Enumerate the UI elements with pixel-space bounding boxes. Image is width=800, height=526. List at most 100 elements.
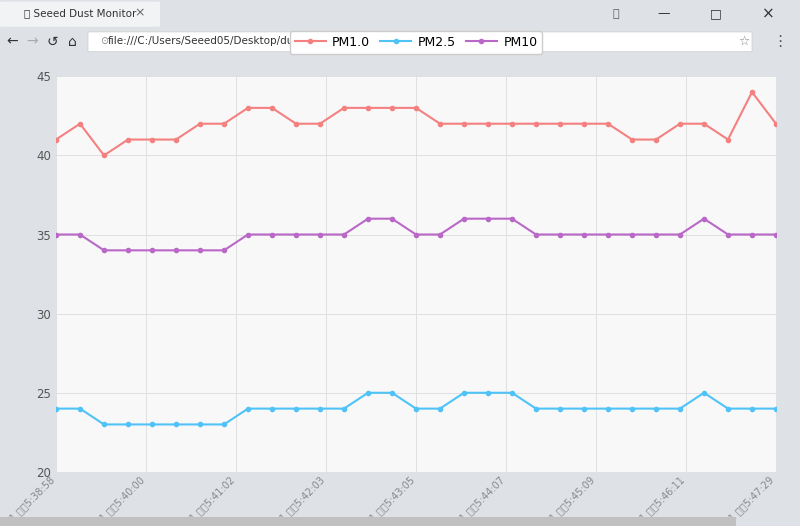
PM2.5 bbox=[291, 406, 301, 412]
PM2.5 bbox=[339, 406, 349, 412]
PM2.5 bbox=[75, 406, 85, 412]
PM1.0 bbox=[291, 120, 301, 127]
PM2.5 bbox=[99, 421, 109, 428]
PM2.5 bbox=[363, 390, 373, 396]
PM10 bbox=[147, 247, 157, 254]
PM10 bbox=[747, 231, 757, 238]
PM10 bbox=[459, 216, 469, 222]
PM2.5 bbox=[723, 406, 733, 412]
Text: 🔵 Seeed Dust Monitor: 🔵 Seeed Dust Monitor bbox=[24, 8, 136, 18]
PM10 bbox=[675, 231, 685, 238]
PM2.5 bbox=[579, 406, 589, 412]
Text: ⊙: ⊙ bbox=[100, 36, 108, 46]
PM2.5 bbox=[699, 390, 709, 396]
PM1.0 bbox=[99, 152, 109, 158]
PM2.5 bbox=[195, 421, 205, 428]
PM10 bbox=[627, 231, 637, 238]
Text: ☆: ☆ bbox=[738, 35, 750, 48]
PM2.5 bbox=[531, 406, 541, 412]
PM2.5 bbox=[555, 406, 565, 412]
Text: □: □ bbox=[710, 7, 722, 21]
PM2.5 bbox=[747, 406, 757, 412]
PM1.0 bbox=[771, 120, 781, 127]
PM10 bbox=[219, 247, 229, 254]
PM2.5 bbox=[51, 406, 61, 412]
PM10 bbox=[507, 216, 517, 222]
PM1.0 bbox=[627, 136, 637, 143]
PM10 bbox=[651, 231, 661, 238]
Text: ×: × bbox=[762, 6, 774, 22]
Text: —: — bbox=[658, 7, 670, 21]
PM2.5 bbox=[267, 406, 277, 412]
PM2.5 bbox=[459, 390, 469, 396]
PM1.0 bbox=[243, 105, 253, 111]
PM1.0 bbox=[459, 120, 469, 127]
PM1.0 bbox=[603, 120, 613, 127]
PM2.5 bbox=[651, 406, 661, 412]
PM2.5 bbox=[219, 421, 229, 428]
PM1.0 bbox=[747, 89, 757, 95]
PM1.0 bbox=[651, 136, 661, 143]
PM2.5 bbox=[315, 406, 325, 412]
FancyBboxPatch shape bbox=[88, 32, 752, 52]
Legend: PM1.0, PM2.5, PM10: PM1.0, PM2.5, PM10 bbox=[290, 31, 542, 54]
PM1.0 bbox=[675, 120, 685, 127]
PM1.0 bbox=[171, 136, 181, 143]
PM10 bbox=[195, 247, 205, 254]
Text: file:///C:/Users/Seeed05/Desktop/dust.html: file:///C:/Users/Seeed05/Desktop/dust.ht… bbox=[108, 36, 331, 46]
PM10 bbox=[483, 216, 493, 222]
PM1.0 bbox=[723, 136, 733, 143]
PM10 bbox=[51, 231, 61, 238]
PM2.5 bbox=[435, 406, 445, 412]
PM2.5 bbox=[387, 390, 397, 396]
PM10 bbox=[555, 231, 565, 238]
PM10 bbox=[363, 216, 373, 222]
PM2.5 bbox=[507, 390, 517, 396]
PM10 bbox=[291, 231, 301, 238]
PM2.5 bbox=[627, 406, 637, 412]
PM10 bbox=[531, 231, 541, 238]
Text: 👤: 👤 bbox=[613, 9, 619, 19]
PM2.5 bbox=[123, 421, 133, 428]
PM10 bbox=[243, 231, 253, 238]
PM1.0 bbox=[699, 120, 709, 127]
PM10 bbox=[339, 231, 349, 238]
Line: PM1.0: PM1.0 bbox=[54, 90, 778, 157]
PM1.0 bbox=[75, 120, 85, 127]
PM2.5 bbox=[771, 406, 781, 412]
Text: ←: ← bbox=[6, 35, 18, 49]
PM1.0 bbox=[507, 120, 517, 127]
PM2.5 bbox=[603, 406, 613, 412]
Text: ⋮: ⋮ bbox=[772, 34, 788, 49]
PM10 bbox=[123, 247, 133, 254]
PM1.0 bbox=[411, 105, 421, 111]
PM1.0 bbox=[363, 105, 373, 111]
Line: PM10: PM10 bbox=[54, 217, 778, 252]
PM10 bbox=[723, 231, 733, 238]
PM1.0 bbox=[339, 105, 349, 111]
PM10 bbox=[75, 231, 85, 238]
PM1.0 bbox=[483, 120, 493, 127]
PM10 bbox=[99, 247, 109, 254]
Text: ↺: ↺ bbox=[46, 35, 58, 49]
PM10 bbox=[435, 231, 445, 238]
PM10 bbox=[267, 231, 277, 238]
PM1.0 bbox=[315, 120, 325, 127]
PM1.0 bbox=[195, 120, 205, 127]
PM1.0 bbox=[579, 120, 589, 127]
PM2.5 bbox=[147, 421, 157, 428]
PM10 bbox=[579, 231, 589, 238]
PM10 bbox=[315, 231, 325, 238]
PM1.0 bbox=[267, 105, 277, 111]
PM1.0 bbox=[531, 120, 541, 127]
PM10 bbox=[603, 231, 613, 238]
PM10 bbox=[411, 231, 421, 238]
PM2.5 bbox=[171, 421, 181, 428]
Text: ×: × bbox=[134, 7, 146, 20]
PM1.0 bbox=[435, 120, 445, 127]
PM1.0 bbox=[219, 120, 229, 127]
PM2.5 bbox=[411, 406, 421, 412]
Line: PM2.5: PM2.5 bbox=[54, 391, 778, 427]
PM10 bbox=[387, 216, 397, 222]
PM1.0 bbox=[555, 120, 565, 127]
